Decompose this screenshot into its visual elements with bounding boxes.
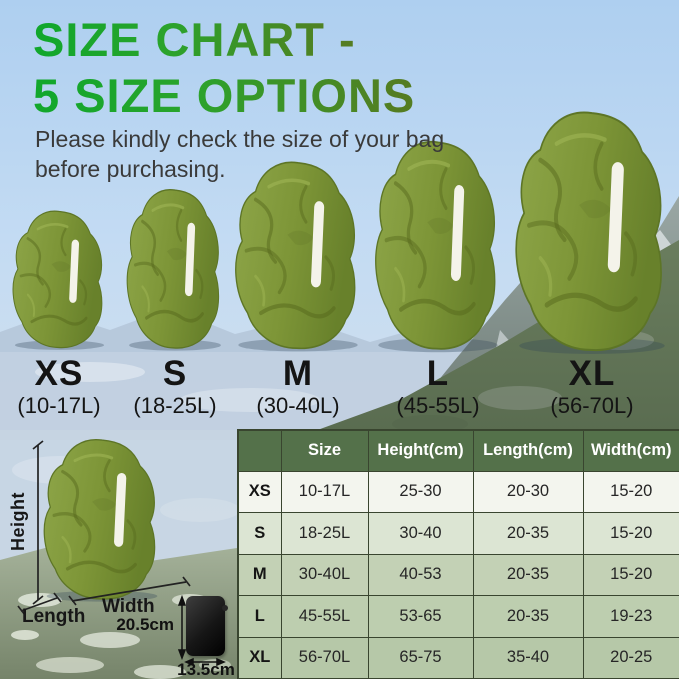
cell-width: 15-20 — [582, 553, 679, 596]
cell-size: 30-40L — [280, 553, 369, 596]
size-capacity: (18-25L) — [133, 393, 217, 418]
cell-length: 20-35 — [472, 595, 584, 638]
size-table: Size Height(cm) Length(cm) Width(cm) XS … — [237, 429, 679, 679]
cell-height: 40-53 — [367, 553, 474, 596]
row-label: XL — [237, 636, 282, 679]
size-label-xl: XL (56-70L) — [512, 356, 672, 419]
table-row-xl: XL 56-70L 65-75 35-40 20-25 — [237, 636, 679, 679]
size-capacity: (45-55L) — [396, 393, 480, 418]
size-code: L — [426, 354, 450, 393]
width-dimension-line — [68, 576, 191, 606]
size-label-xs: XS (10-17L) — [0, 356, 139, 419]
cell-width: 19-23 — [582, 595, 679, 638]
cell-height: 65-75 — [367, 636, 474, 679]
rain-cover-xs-image — [11, 209, 106, 351]
pouch-width-value: 13.5cm — [177, 660, 235, 679]
rain-cover-xl-image — [508, 107, 676, 356]
table-row-s: S 18-25L 30-40 20-35 15-20 — [237, 512, 679, 555]
storage-pouch-image — [186, 596, 228, 656]
page-title: SIZE CHART - 5 SIZE OPTIONS — [33, 12, 415, 124]
subtitle-line-2: before purchasing. — [35, 156, 226, 182]
cell-size: 56-70L — [280, 636, 369, 679]
header-height: Height(cm) — [367, 429, 474, 472]
header-width: Width(cm) — [582, 429, 679, 472]
subtitle: Please kindly check the size of your bag… — [35, 124, 444, 184]
header-blank — [237, 429, 282, 472]
size-label-m: M (30-40L) — [218, 356, 378, 419]
row-label: XS — [237, 470, 282, 513]
size-code: XL — [568, 354, 616, 393]
cell-width: 15-20 — [582, 512, 679, 555]
size-capacity: (30-40L) — [256, 393, 340, 418]
table-row-m: M 30-40L 40-53 20-35 15-20 — [237, 553, 679, 596]
cell-width: 15-20 — [582, 470, 679, 513]
pouch-height-value: 20.5cm — [116, 615, 174, 634]
size-label-s: S (18-25L) — [95, 356, 255, 419]
cell-length: 20-35 — [472, 512, 584, 555]
size-code: M — [282, 354, 314, 393]
pouch-drawstring — [222, 605, 228, 611]
pouch-width-arrow — [184, 657, 226, 667]
measurement-lines — [17, 440, 226, 667]
cell-width: 20-25 — [582, 636, 679, 679]
cell-size: 45-55L — [280, 595, 369, 638]
cell-height: 25-30 — [367, 470, 474, 513]
title-line-1: SIZE CHART - — [33, 13, 356, 66]
subtitle-line-1: Please kindly check the size of your bag — [35, 126, 445, 152]
header-length: Length(cm) — [472, 429, 584, 472]
row-label: M — [237, 553, 282, 596]
rain-cover-m-image — [229, 158, 367, 353]
width-label: Width — [102, 596, 155, 617]
header-size: Size — [280, 429, 369, 472]
size-code: S — [162, 354, 188, 393]
size-code: XS — [34, 354, 84, 393]
cell-size: 18-25L — [280, 512, 369, 555]
length-label: Length — [22, 606, 86, 627]
height-label: Height — [8, 492, 28, 552]
size-label-l: L (45-55L) — [358, 356, 518, 419]
table-row-l: L 45-55L 53-65 20-35 19-23 — [237, 595, 679, 638]
size-capacity: (10-17L) — [17, 393, 101, 418]
cell-height: 53-65 — [367, 595, 474, 638]
height-dimension-line — [32, 440, 44, 605]
table-header-row: Size Height(cm) Length(cm) Width(cm) — [237, 429, 679, 472]
row-label: L — [237, 595, 282, 638]
cell-length: 35-40 — [472, 636, 584, 679]
pouch-height-arrow — [177, 594, 187, 661]
cell-length: 20-30 — [472, 470, 584, 513]
length-dimension-line — [17, 592, 62, 616]
cell-height: 30-40 — [367, 512, 474, 555]
title-line-2: 5 SIZE OPTIONS — [33, 69, 416, 122]
cell-size: 10-17L — [280, 470, 369, 513]
size-capacity: (56-70L) — [550, 393, 634, 418]
row-label: S — [237, 512, 282, 555]
table-row-xs: XS 10-17L 25-30 20-30 15-20 — [237, 470, 679, 513]
rain-cover-s-image — [125, 187, 223, 352]
cell-length: 20-35 — [472, 553, 584, 596]
